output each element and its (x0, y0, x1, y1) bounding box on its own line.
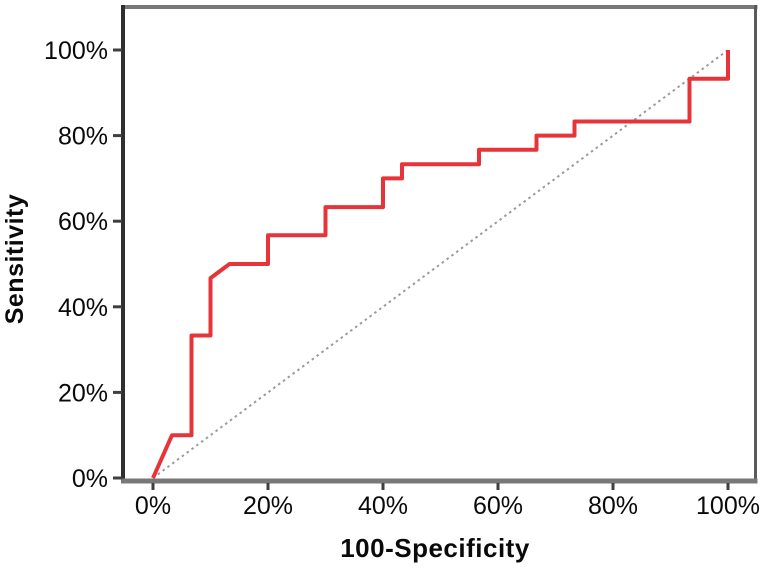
roc-curve-line (151, 50, 730, 479)
x-tick-label: 0% (135, 492, 171, 520)
x-axis-title: 100-Specificity (340, 533, 530, 563)
y-tick-label: 60% (58, 208, 108, 236)
x-tick-label: 100% (696, 492, 760, 520)
x-tick-label: 40% (358, 492, 408, 520)
y-axis-title: Sensitivity (1, 193, 29, 325)
y-tick-label: 20% (58, 379, 108, 407)
x-tick-label: 20% (243, 492, 293, 520)
y-tick-label: 40% (58, 294, 108, 322)
y-tick-label: 0% (72, 465, 108, 493)
x-tick-label: 60% (473, 492, 523, 520)
y-tick-label: 100% (44, 37, 108, 65)
x-tick-label: 80% (588, 492, 638, 520)
y-tick-label: 80% (58, 123, 108, 151)
